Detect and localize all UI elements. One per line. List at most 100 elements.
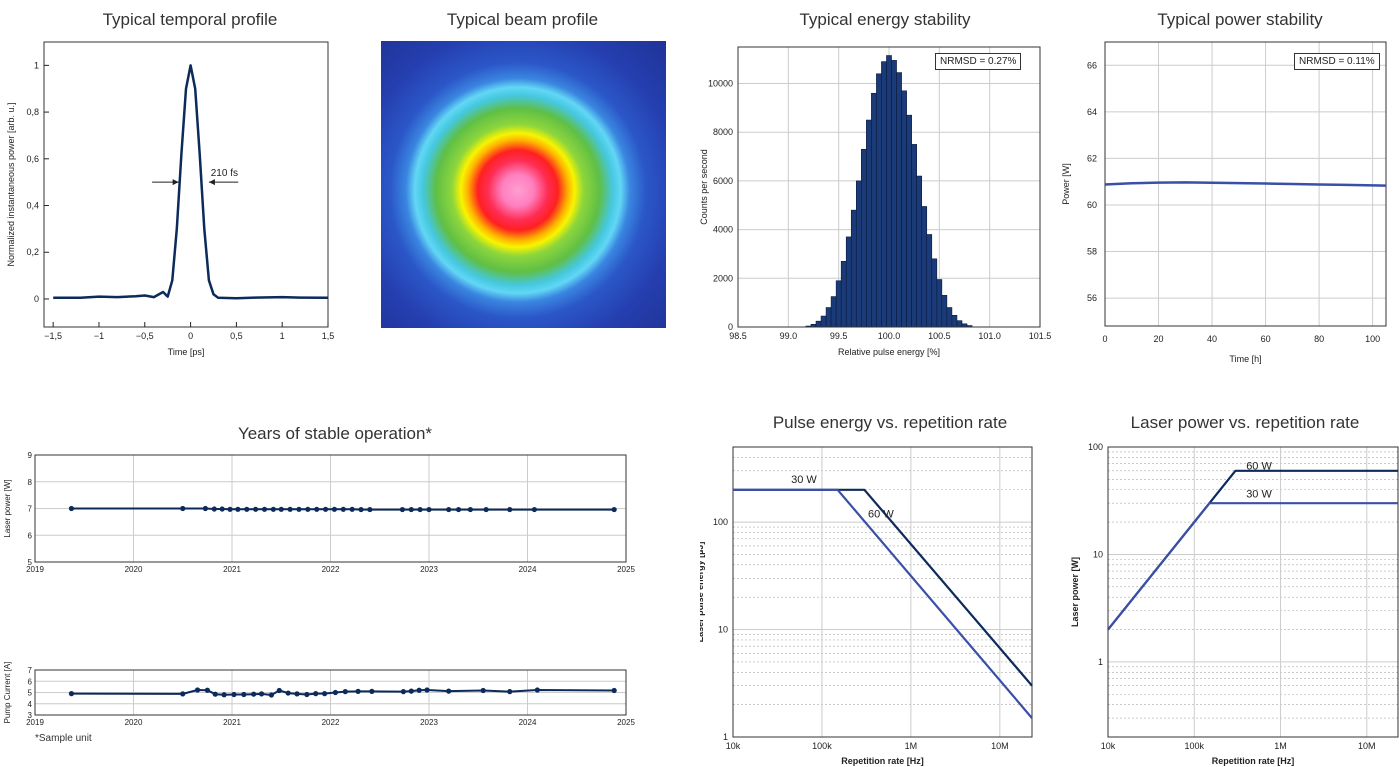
histogram-bar <box>881 61 887 328</box>
histogram-bar <box>840 260 847 328</box>
x-tick-label: 100.0 <box>878 331 901 341</box>
x-tick-label: 2025 <box>617 565 635 573</box>
x-tick-label: 101.5 <box>1029 331 1052 341</box>
data-point <box>287 506 293 512</box>
data-point <box>455 506 462 513</box>
laser-power-rep-rate-chart: 10k 100k 1M 10M 1 10 100 60 W 30 W Repetition rat… <box>1070 442 1399 766</box>
data-point <box>408 688 414 694</box>
data-point <box>480 687 486 694</box>
x-tick-label: 2022 <box>322 718 340 727</box>
data-point <box>331 506 338 512</box>
temporal-profile-chart: −1,5 −1 −0,5 0 0,5 1 1,5 0 0,2 0,4 0,6 0,8 1 Time [ps… <box>6 41 334 357</box>
y-tick-label: 0 <box>34 294 39 304</box>
x-tick-label: 101.0 <box>978 331 1001 341</box>
data-point <box>426 506 432 513</box>
data-point <box>221 692 227 698</box>
y-axis-label: Laser power [W] <box>3 479 12 537</box>
y-tick-label: 66 <box>1087 60 1097 70</box>
data-point <box>332 689 339 696</box>
data-point <box>424 687 430 693</box>
temporal-title: Typical temporal profile <box>102 10 278 29</box>
histogram-bar <box>951 315 958 328</box>
y-tick-label: 100 <box>1088 442 1103 452</box>
y-tick-label: 8 <box>28 478 33 487</box>
y-axis-label: Power [W] <box>1061 163 1071 205</box>
y-tick-label: 60 <box>1087 200 1097 210</box>
x-tick-label: 0 <box>1102 334 1107 344</box>
x-tick-label: 10M <box>991 741 1009 751</box>
histogram-bar <box>855 180 862 328</box>
data-point <box>241 691 247 698</box>
x-tick-label: 10k <box>1101 741 1116 751</box>
data-point <box>446 506 452 513</box>
x-tick-label: 2021 <box>223 718 241 727</box>
data-point <box>68 691 75 697</box>
histogram-bar <box>911 144 917 328</box>
data-point <box>68 505 75 512</box>
data-point <box>219 506 225 512</box>
data-point <box>408 506 414 513</box>
x-tick-label: 2023 <box>420 565 438 573</box>
plot-frame <box>737 46 1041 328</box>
data-point <box>416 687 422 693</box>
series-line <box>1107 502 1398 631</box>
plot-frame <box>43 41 329 328</box>
power-title: Typical power stability <box>1157 10 1323 29</box>
x-tick-label: 100k <box>1184 741 1204 751</box>
data-point <box>276 687 282 694</box>
y-tick-label: 4 <box>28 700 33 709</box>
x-tick-label: −1,5 <box>44 331 62 341</box>
x-tick-label: 2022 <box>322 565 340 573</box>
data-point <box>278 506 284 512</box>
x-axis-label: Relative pulse energy [%] <box>838 347 940 357</box>
histogram-bar <box>946 307 953 328</box>
data-point <box>611 687 617 694</box>
histogram-bar <box>906 114 912 328</box>
data-point <box>253 506 259 512</box>
x-tick-label: 2024 <box>519 565 537 573</box>
y-tick-label: 1 <box>1098 657 1103 667</box>
y-axis-label: Laser pulse energy [µJ] <box>700 542 705 643</box>
lp-rep-title: Laser power vs. repetition rate <box>1130 413 1360 432</box>
data-point <box>534 687 540 693</box>
x-tick-label: 2025 <box>617 718 635 727</box>
series-label: 60 W <box>1246 460 1272 472</box>
y-tick-label: 100 <box>713 517 728 527</box>
histogram-bar <box>886 55 892 328</box>
x-tick-label: −1 <box>94 331 104 341</box>
data-point <box>244 506 250 512</box>
x-axis-label: Time [ps] <box>168 347 205 357</box>
data-point <box>294 691 300 697</box>
plot-frame <box>732 446 1033 738</box>
data-point <box>369 688 375 694</box>
x-tick-label: 0 <box>188 331 193 341</box>
y-tick-label: 9 <box>28 451 33 460</box>
x-tick-label: 99.0 <box>780 331 798 341</box>
power-stability-chart: 0 20 40 60 80 100 56 58 60 62 64 66 Time [h] Power [W… <box>1061 41 1387 364</box>
years-laser-power-chart: 2019 2020 2021 2022 2023 2024 2025 5 6 7 8 9 Laser p… <box>3 451 635 573</box>
y-tick-label: 62 <box>1087 153 1097 163</box>
data-point <box>358 506 364 513</box>
y-tick-label: 6000 <box>713 176 733 186</box>
data-point <box>417 506 423 513</box>
x-tick-label: 60 <box>1261 334 1271 344</box>
histogram-bar <box>941 295 948 328</box>
y-tick-label: 56 <box>1087 293 1097 303</box>
y-tick-label: 0,8 <box>26 107 39 117</box>
x-tick-label: 2019 <box>26 718 44 727</box>
data-point <box>180 691 186 697</box>
fwhm-arrowhead-right <box>208 179 215 186</box>
data-point <box>400 689 406 695</box>
data-point <box>270 506 276 512</box>
series-label: 60 W <box>868 509 894 521</box>
plot-frame <box>1107 446 1399 738</box>
y-tick-label: 10 <box>1093 549 1103 559</box>
x-tick-label: 99.5 <box>830 331 848 341</box>
energy-stability-chart: 98.5 99.0 99.5 100.0 100.5 101.0 101.5 0 2000 400… <box>699 46 1052 357</box>
data-point <box>235 506 241 512</box>
histogram-bar <box>956 320 963 328</box>
x-tick-label: 2023 <box>420 718 438 727</box>
data-point <box>399 506 406 513</box>
histogram-bar <box>835 280 842 328</box>
histogram-bar <box>936 279 943 328</box>
